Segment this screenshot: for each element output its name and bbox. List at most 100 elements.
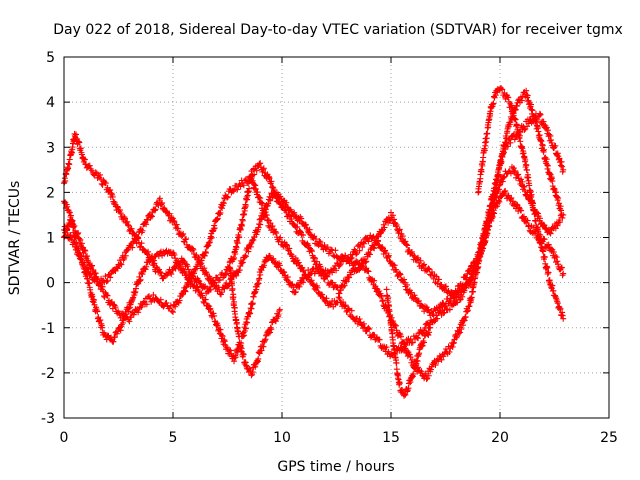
data-point [204,243,211,250]
data-point [138,270,145,277]
data-point [319,291,326,298]
data-point [214,322,221,329]
data-point [521,126,528,133]
data-point [204,302,211,309]
data-point [170,217,177,224]
data-point [103,278,110,285]
data-point [404,347,411,354]
data-point [241,332,248,339]
data-point [179,232,186,239]
data-point [545,226,552,233]
data-point [234,240,241,247]
data-point [239,217,246,224]
data-point [260,165,267,172]
x-tick-label: 10 [273,430,291,446]
data-point [247,243,254,250]
data-point [321,242,328,249]
y-tick-label: 2 [46,185,55,201]
data-point [346,306,353,313]
data-point [438,356,445,363]
data-point [365,324,372,331]
data-point [242,325,249,332]
data-point [216,286,223,293]
data-point [168,308,175,315]
data-point [122,252,129,259]
data-point [432,362,439,369]
data-point [76,139,83,146]
data-point [392,322,399,329]
data-point [122,215,129,222]
data-point [544,127,551,134]
data-point [296,283,303,290]
y-tick-label: 4 [46,95,55,111]
data-point [353,315,360,322]
data-point [266,175,273,182]
data-point [190,246,197,253]
data-point [446,306,453,313]
data-point [291,209,298,216]
data-point [125,222,132,229]
data-point [118,261,125,268]
data-point [171,251,178,258]
data-point [434,315,441,322]
data-point [268,178,275,185]
data-point [254,189,261,196]
data-point [143,221,150,228]
data-point [408,248,415,255]
data-point [238,222,245,229]
data-point [402,238,409,245]
data-point [135,309,142,316]
data-point [273,230,280,237]
data-point [328,246,335,253]
data-point [519,178,526,185]
data-point [183,235,190,242]
data-point [97,171,104,178]
data-point [89,262,96,269]
data-point [554,222,561,229]
data-point [203,249,210,256]
x-tick-label: 5 [169,430,178,446]
data-point [183,284,190,291]
data-point [455,330,462,337]
data-point [152,206,159,213]
data-point [224,194,231,201]
data-point [116,207,123,214]
data-point [143,263,150,270]
data-point [231,254,238,261]
data-point [283,199,290,206]
data-point [193,265,200,272]
data-point [425,372,432,379]
data-point [380,221,387,228]
data-point [210,277,217,284]
data-point [363,258,370,265]
data-point [326,301,333,308]
data-point [389,212,396,219]
data-point [507,139,514,146]
data-point [381,343,388,350]
data-point [457,292,464,299]
data-point [302,221,309,228]
data-point [300,279,307,286]
data-point [128,314,135,321]
data-point [402,241,409,248]
data-point [376,288,383,295]
data-point [155,253,162,260]
data-point [166,210,173,217]
data-point [508,194,515,201]
data-point [340,299,347,306]
data-point [409,339,416,346]
data-point [104,277,111,284]
data-point [258,199,265,206]
data-point [207,286,214,293]
data-point [524,217,531,224]
data-point [547,132,554,139]
data-point [206,306,213,313]
data-point [181,287,188,294]
data-point [175,259,182,266]
data-point [559,163,566,170]
data-point [425,265,432,272]
data-point [324,244,331,251]
data-point [183,272,190,279]
data-point [513,201,520,208]
data-point [193,283,200,290]
